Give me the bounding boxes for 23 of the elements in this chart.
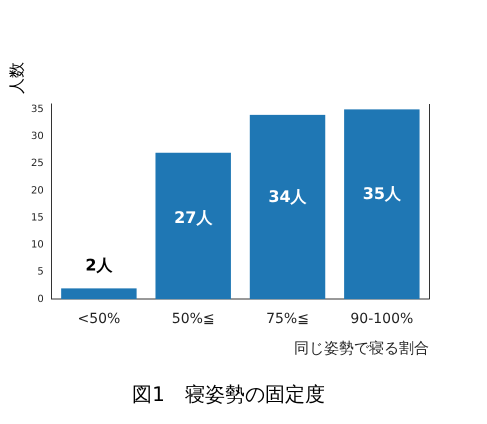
bar bbox=[155, 152, 231, 300]
x-axis-title: 同じ姿勢で寝る割合 bbox=[294, 338, 429, 357]
text: 図1 寝姿勢の固定度 bbox=[132, 382, 325, 406]
bar bbox=[61, 288, 137, 300]
y-tick-label: 15 bbox=[30, 212, 44, 224]
y-tick-label: 20 bbox=[30, 185, 44, 196]
x-tick-label: 75%≦ bbox=[266, 311, 309, 328]
bar bbox=[344, 109, 420, 300]
y-tick-label: 0 bbox=[37, 294, 44, 305]
y-tick-label: 5 bbox=[37, 266, 44, 278]
y-tick-label: 25 bbox=[30, 158, 44, 170]
x-tick-label: <50% bbox=[77, 311, 120, 328]
data-label: 34人 bbox=[268, 186, 308, 206]
x-tick-label: 50%≦ bbox=[172, 311, 215, 328]
y-tick-label: 35 bbox=[30, 104, 44, 116]
data-label: 27人 bbox=[174, 208, 214, 227]
data-label: 2人 bbox=[85, 256, 114, 275]
x-tick-label: 90-100% bbox=[350, 311, 414, 328]
y-tick-label: 30 bbox=[30, 131, 44, 142]
y-axis-title: 人数 bbox=[6, 62, 26, 94]
bar bbox=[250, 114, 326, 300]
data-label: 35人 bbox=[362, 184, 402, 203]
y-tick-label: 10 bbox=[30, 240, 44, 251]
